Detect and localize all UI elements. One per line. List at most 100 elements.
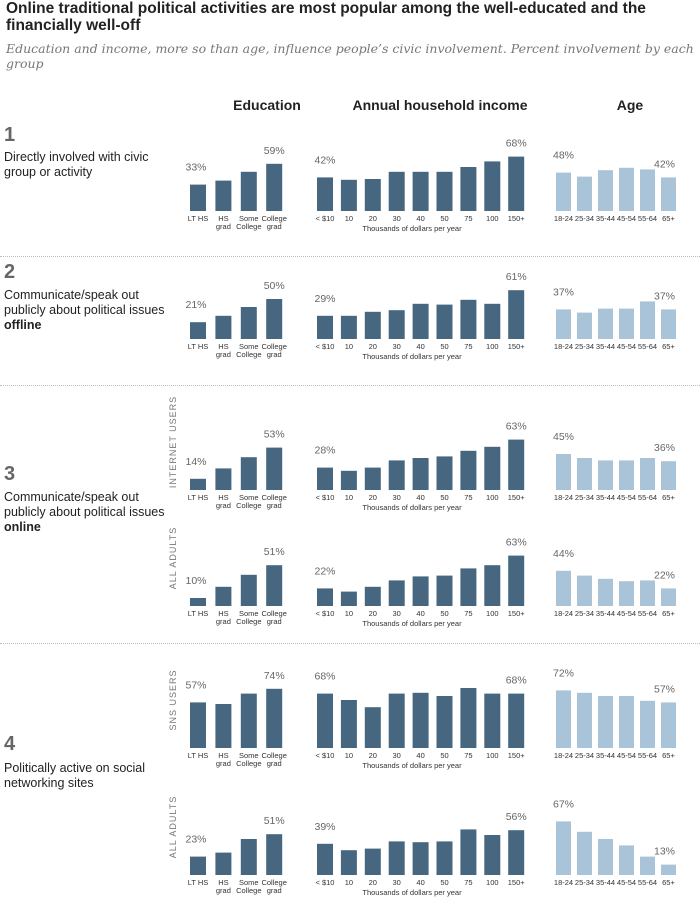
income-bar bbox=[340, 591, 357, 606]
age-tick-label: 65+ bbox=[662, 751, 675, 760]
education-tick-label: College bbox=[261, 751, 286, 760]
income-tick-label: 40 bbox=[416, 609, 424, 618]
income-bar bbox=[412, 303, 429, 339]
age-tick-label: 18-24 bbox=[554, 214, 573, 223]
education-bar bbox=[215, 468, 232, 490]
education-bar bbox=[190, 184, 206, 211]
education-tick-label: Some bbox=[239, 214, 259, 223]
income-tick-label: 75 bbox=[464, 493, 472, 502]
income-bar bbox=[436, 456, 453, 490]
education-tick-label: College bbox=[261, 609, 286, 618]
age-tick-label: 35-44 bbox=[596, 878, 615, 887]
income-tick-label: 40 bbox=[416, 493, 424, 502]
section-label: Politically active on social networking … bbox=[4, 761, 146, 790]
education-bar bbox=[240, 171, 257, 211]
income-bar bbox=[484, 693, 501, 748]
education-data-label: 50% bbox=[264, 280, 285, 292]
income-bar bbox=[340, 850, 357, 875]
education-bar bbox=[215, 586, 232, 606]
age-tick-label: 45-54 bbox=[617, 493, 636, 502]
income-bar bbox=[484, 446, 501, 490]
age-bar bbox=[661, 177, 676, 211]
income-data-label: 61% bbox=[506, 271, 527, 283]
education-bar bbox=[215, 315, 232, 339]
income-bar bbox=[508, 439, 525, 490]
income-axis-label: Thousands of dollars per year bbox=[362, 503, 462, 512]
income-header: Annual household income bbox=[352, 97, 528, 113]
education-bar bbox=[190, 598, 206, 606]
income-bar bbox=[388, 841, 405, 875]
age-bar bbox=[598, 460, 613, 490]
education-tick-label: Some bbox=[239, 342, 259, 351]
income-bar bbox=[460, 568, 477, 606]
income-tick-label: 30 bbox=[393, 751, 401, 760]
income-tick-label: 150+ bbox=[508, 493, 526, 502]
age-tick-label: 18-24 bbox=[554, 609, 573, 618]
income-tick-label: < $10 bbox=[316, 493, 335, 502]
income-bar bbox=[484, 565, 501, 606]
education-data-label: 57% bbox=[185, 679, 206, 691]
education-bar bbox=[215, 180, 232, 211]
income-bar bbox=[436, 696, 453, 748]
education-bar bbox=[190, 702, 206, 748]
income-tick-label: 100 bbox=[486, 493, 499, 502]
education-tick-label: HS bbox=[218, 878, 228, 887]
income-bar bbox=[317, 843, 333, 875]
income-tick-label: 50 bbox=[440, 214, 448, 223]
education-tick-label: College bbox=[236, 222, 261, 231]
income-data-label: 39% bbox=[314, 821, 335, 833]
age-data-label: 37% bbox=[553, 286, 574, 298]
age-tick-label: 25-34 bbox=[575, 493, 594, 502]
income-bar bbox=[412, 458, 429, 490]
section-number: 2 bbox=[4, 261, 16, 283]
age-tick-label: 55-64 bbox=[638, 342, 657, 351]
age-data-label: 44% bbox=[553, 548, 574, 560]
income-bar bbox=[412, 692, 429, 748]
income-tick-label: 30 bbox=[393, 878, 401, 887]
income-bar bbox=[460, 167, 477, 211]
age-bar bbox=[640, 301, 655, 339]
section-divider bbox=[0, 385, 700, 386]
education-tick-label: LT HS bbox=[188, 878, 209, 887]
chart-title: Online traditional political activities … bbox=[6, 0, 646, 34]
age-tick-label: 45-54 bbox=[617, 878, 636, 887]
age-data-label: 37% bbox=[654, 290, 675, 302]
income-bar bbox=[436, 171, 453, 211]
income-tick-label: 75 bbox=[464, 878, 472, 887]
income-tick-label: 10 bbox=[345, 214, 353, 223]
age-bar bbox=[619, 696, 634, 748]
income-data-label: 28% bbox=[314, 445, 335, 457]
income-bar bbox=[340, 700, 357, 748]
income-bar bbox=[317, 693, 333, 748]
income-tick-label: 50 bbox=[440, 751, 448, 760]
income-bar bbox=[340, 315, 357, 339]
education-data-label: 53% bbox=[264, 429, 285, 441]
age-tick-label: 55-64 bbox=[638, 214, 657, 223]
income-bar bbox=[388, 580, 405, 606]
age-bar bbox=[556, 821, 571, 875]
education-tick-label: HS bbox=[218, 214, 228, 223]
education-data-label: 33% bbox=[185, 162, 206, 174]
income-tick-label: 20 bbox=[369, 751, 377, 760]
income-bar bbox=[388, 171, 405, 211]
age-bar bbox=[619, 460, 634, 490]
subgroup-label: SNS USERS bbox=[168, 669, 178, 730]
education-tick-label: College bbox=[236, 886, 261, 895]
education-tick-label: grad bbox=[267, 886, 282, 895]
education-tick-label: LT HS bbox=[188, 751, 209, 760]
education-bar bbox=[240, 693, 257, 748]
income-bar bbox=[364, 707, 381, 748]
education-tick-label: LT HS bbox=[188, 214, 209, 223]
income-tick-label: 10 bbox=[345, 493, 353, 502]
income-bar bbox=[484, 161, 501, 211]
age-data-label: 48% bbox=[553, 150, 574, 162]
age-bar bbox=[577, 312, 592, 339]
education-bar bbox=[240, 457, 257, 490]
income-bar bbox=[460, 450, 477, 490]
education-tick-label: College bbox=[261, 214, 286, 223]
age-bar bbox=[598, 839, 613, 875]
age-bar bbox=[661, 461, 676, 490]
section-label: Communicate/speak out publicly about pol… bbox=[4, 490, 174, 535]
age-bar bbox=[577, 831, 592, 875]
